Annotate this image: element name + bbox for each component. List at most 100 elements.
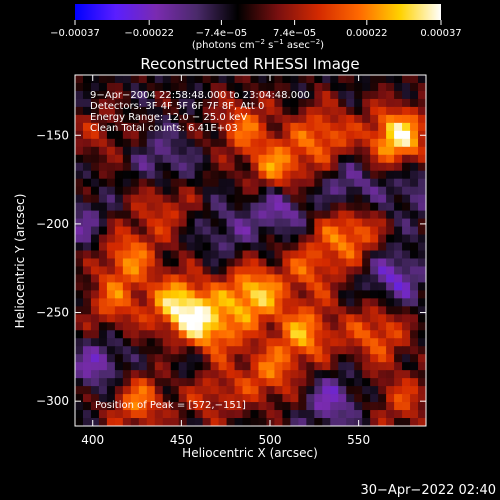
heatmap-cell <box>378 202 387 212</box>
heatmap-cell <box>90 306 100 315</box>
heatmap-cell <box>282 274 291 284</box>
heatmap-cell <box>346 410 355 419</box>
heatmap-cell <box>354 234 363 244</box>
heatmap-cell <box>298 394 307 403</box>
heatmap-cell <box>90 274 100 284</box>
heatmap-cell <box>122 330 132 339</box>
heatmap-cell <box>82 122 92 132</box>
heatmap-cell <box>282 122 291 132</box>
heatmap-cell <box>186 202 196 212</box>
heatmap-cell <box>314 338 323 347</box>
heatmap-cell <box>170 90 180 100</box>
heatmap-cell <box>154 330 164 339</box>
heatmap-cell <box>282 378 291 387</box>
heatmap-cell <box>346 370 355 379</box>
heatmap-cell <box>346 418 355 426</box>
heatmap-cell <box>394 394 403 403</box>
heatmap-cell <box>146 322 156 331</box>
heatmap-cell <box>306 242 315 252</box>
heatmap-cell <box>138 146 148 156</box>
heatmap-cell <box>82 194 92 204</box>
heatmap-cell <box>170 242 180 252</box>
heatmap-cell <box>210 218 220 228</box>
heatmap-cell <box>90 418 100 426</box>
heatmap-cell <box>418 418 426 426</box>
heatmap-cell <box>130 298 140 307</box>
heatmap-cell <box>122 162 132 172</box>
heatmap-cell <box>346 314 355 323</box>
heatmap-cell <box>394 242 403 252</box>
heatmap-cell <box>146 354 156 363</box>
heatmap-cell <box>410 250 419 260</box>
heatmap-cell <box>386 242 395 252</box>
heatmap-cell <box>386 266 395 276</box>
heatmap-cell <box>122 210 132 220</box>
heatmap-cell <box>298 298 307 307</box>
heatmap-cell <box>178 122 188 132</box>
heatmap-cell <box>290 170 299 180</box>
heatmap-cell <box>82 258 92 268</box>
heatmap-cell <box>362 346 371 355</box>
heatmap-cell <box>106 218 116 228</box>
heatmap-cell <box>75 106 84 116</box>
heatmap-cell <box>386 130 395 140</box>
heatmap-cell <box>202 386 212 395</box>
heatmap-cell <box>154 90 164 100</box>
heatmap-cell <box>106 250 116 260</box>
annotation-block: 9−Apr−2004 22:58:48.000 to 23:04:48.000 … <box>90 90 310 134</box>
heatmap-cell <box>378 346 387 355</box>
heatmap-cell <box>322 154 331 164</box>
heatmap-cell <box>234 130 244 140</box>
heatmap-cell <box>146 186 156 196</box>
heatmap-cell <box>402 386 411 395</box>
heatmap-cell <box>330 282 339 291</box>
heatmap-cell <box>194 98 204 108</box>
heatmap-cell <box>378 274 387 284</box>
heatmap-cell <box>290 162 299 172</box>
heatmap-cell <box>154 162 164 172</box>
heatmap-cell <box>346 290 355 299</box>
heatmap-cell <box>274 98 284 108</box>
heatmap-cell <box>338 98 347 108</box>
heatmap-cell <box>226 234 236 244</box>
heatmap-cell <box>98 370 108 379</box>
heatmap-cell <box>402 218 411 228</box>
heatmap-cell <box>354 90 363 100</box>
heatmap-cell <box>298 75 307 84</box>
heatmap-cell <box>178 322 188 331</box>
heatmap-cell <box>314 242 323 252</box>
heatmap-cell <box>194 306 204 315</box>
heatmap-cell <box>114 258 124 268</box>
heatmap-cell <box>314 298 323 307</box>
heatmap-cell <box>298 162 307 172</box>
heatmap-cell <box>218 266 228 276</box>
heatmap-cell <box>234 226 244 236</box>
heatmap-cell <box>162 410 172 419</box>
heatmap-cell <box>386 418 395 426</box>
heatmap-cell <box>82 290 92 299</box>
annotation-energy: Energy Range: 12.0 − 25.0 keV <box>90 112 247 123</box>
heatmap-cell <box>314 122 323 132</box>
heatmap-cell <box>98 306 108 315</box>
heatmap-cell <box>330 154 339 164</box>
heatmap-cell <box>75 122 84 132</box>
heatmap-cell <box>274 186 284 196</box>
heatmap-cell <box>242 354 252 363</box>
heatmap-cell <box>298 362 307 371</box>
heatmap-cell <box>186 274 196 284</box>
colorbar-tick-label: −0.00037 <box>50 28 100 39</box>
heatmap-cell <box>154 138 164 148</box>
heatmap-cell <box>314 226 323 236</box>
heatmap-cell <box>410 130 419 140</box>
heatmap-cell <box>138 82 148 92</box>
heatmap-cell <box>194 282 204 291</box>
heatmap-cell <box>194 146 204 156</box>
heatmap-cell <box>346 130 355 140</box>
heatmap-cell <box>218 162 228 172</box>
heatmap-cell <box>138 226 148 236</box>
heatmap-cell <box>362 202 371 212</box>
heatmap-cell <box>218 242 228 252</box>
heatmap-cell <box>290 282 299 291</box>
heatmap-cell <box>234 106 244 116</box>
heatmap-cell <box>370 98 379 108</box>
